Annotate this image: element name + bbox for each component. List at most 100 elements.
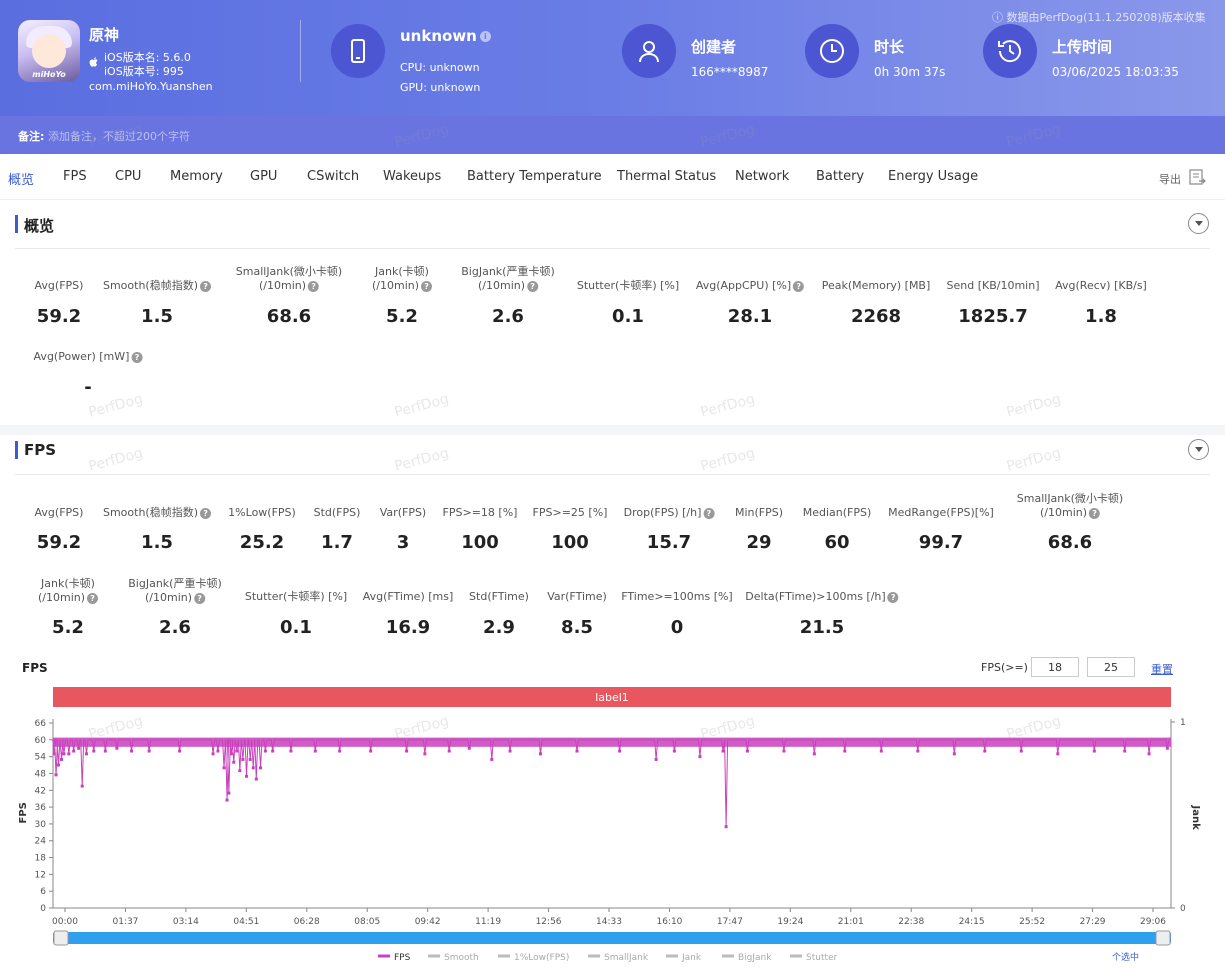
tab-wakeups[interactable]: Wakeups [383, 169, 442, 184]
overview-collapse-icon[interactable] [1188, 213, 1209, 234]
x-tick-label: 24:15 [959, 917, 985, 927]
fps-point [147, 749, 151, 753]
fps-point [843, 749, 847, 753]
fps-metric-value-10: 99.7 [918, 532, 964, 553]
fps-section-title: FPS [24, 441, 57, 459]
y-tick-label: 18 [35, 854, 47, 864]
x-tick-label: 29:06 [1140, 917, 1166, 927]
overview-metric-label-7: Peak(Memory) [MB] [821, 279, 931, 292]
slider-handle-left[interactable] [53, 930, 69, 946]
overview-metric-label-1: Smooth(稳帧指数)? [103, 279, 212, 293]
help-icon[interactable]: ? [1089, 508, 1101, 519]
y-axis-label: FPS [18, 802, 29, 823]
help-icon[interactable]: ? [793, 281, 805, 292]
info-circle-icon: ⓘ [992, 11, 1003, 24]
reset-button[interactable]: 重置 [1151, 663, 1173, 676]
export-button[interactable]: 导出 [1159, 173, 1181, 186]
fps-point [338, 749, 342, 753]
overview-metric-label-5: Stutter(卡顿率) [%] [576, 279, 680, 292]
help-icon[interactable]: ? [194, 593, 206, 604]
fps-point [672, 749, 676, 753]
fps-metric-label-0: Avg(FPS) [34, 506, 84, 519]
fps-metric-value-12: 5.2 [52, 617, 84, 638]
fps-point [225, 798, 229, 802]
help-icon[interactable]: ? [527, 281, 539, 292]
fps-metric-label-12: Jank(卡顿) (/10min)? [38, 577, 99, 605]
fps-series-band [53, 737, 1171, 747]
tab-energy-usage[interactable]: Energy Usage [888, 169, 979, 184]
info-icon[interactable]: i [479, 31, 491, 42]
fps-point [313, 749, 317, 753]
ios-version-code: iOS版本号: 995 [104, 65, 184, 78]
fps-metric-label-10: MedRange(FPS)[%] [888, 506, 994, 519]
fps-point [698, 755, 702, 759]
fps-point [289, 749, 293, 753]
tab-cswitch[interactable]: CSwitch [307, 169, 360, 184]
tab-overview[interactable]: 概览 [8, 173, 35, 188]
tab-thermal-status[interactable]: Thermal Status [617, 169, 717, 184]
tab-fps[interactable]: FPS [63, 169, 87, 184]
fps-threshold-1-input[interactable]: 18 [1031, 657, 1079, 677]
help-icon[interactable]: ? [131, 352, 143, 363]
fps-point [812, 752, 816, 756]
overview-metric-label-8: Send [KB/10min] [946, 279, 1040, 292]
fps-metric-label-9: Median(FPS) [802, 506, 872, 519]
help-icon[interactable]: ? [308, 281, 320, 292]
fps-metric-value-4: 3 [396, 532, 410, 553]
label-band[interactable] [53, 687, 1171, 707]
report-header: miHoYo 原神 iOS版本名: 5.6.0 iOS版本号: 995 com.… [0, 0, 1225, 116]
x-tick-label: 01:37 [112, 917, 138, 927]
overview-accent-bar [15, 215, 18, 233]
x-tick-label: 04:51 [233, 917, 259, 927]
fps-threshold-2-input[interactable]: 25 [1087, 657, 1135, 677]
package-name: com.miHoYo.Yuanshen [89, 80, 213, 93]
fps-point [52, 752, 56, 756]
tab-battery-temperature[interactable]: Battery Temperature [467, 169, 602, 184]
overview-metric-label-10: Avg(Power) [mW]? [34, 350, 143, 364]
fps-metric-value-13: 2.6 [159, 617, 191, 638]
tab-cpu[interactable]: CPU [115, 169, 142, 184]
x-tick-label: 22:38 [898, 917, 924, 927]
overview-title: 概览 [24, 217, 55, 235]
note-input[interactable]: 添加备注，不超过200个字符 [48, 130, 190, 143]
fps-point [211, 752, 215, 756]
fps-point [508, 749, 512, 753]
help-icon[interactable]: ? [200, 508, 212, 519]
export-icon[interactable] [1188, 168, 1206, 190]
tab-battery[interactable]: Battery [816, 169, 865, 184]
legend-item: Jank [681, 953, 702, 963]
fps-metric-label-1: Smooth(稳帧指数)? [103, 506, 212, 520]
help-icon[interactable]: ? [200, 281, 212, 292]
fps-point [67, 752, 71, 756]
x-tick-label: 17:47 [717, 917, 743, 927]
ios-version-name: iOS版本名: 5.6.0 [104, 51, 191, 64]
help-icon[interactable]: ? [421, 281, 433, 292]
tab-memory[interactable]: Memory [170, 169, 223, 184]
tab-network[interactable]: Network [735, 169, 790, 184]
fps-point [983, 749, 987, 753]
y-tick-label: 30 [35, 820, 47, 830]
fps-point [72, 749, 76, 753]
slider-handle-right[interactable] [1155, 930, 1171, 946]
fps-collapse-icon[interactable] [1188, 439, 1209, 460]
fps-metric-label-2: 1%Low(FPS) [228, 506, 296, 519]
app-icon-brand: miHoYo [32, 70, 66, 79]
duration-label: 时长 [874, 38, 905, 56]
x-tick-label: 11:19 [475, 917, 501, 927]
fps-divider [15, 474, 1210, 475]
overview-metric-value-2: 68.6 [266, 306, 312, 327]
help-icon[interactable]: ? [887, 592, 899, 603]
time-range-slider[interactable] [53, 932, 1171, 944]
tab-gpu[interactable]: GPU [250, 169, 278, 184]
fps-metric-label-4: Var(FPS) [379, 506, 427, 519]
y-tick-label: 60 [35, 736, 47, 746]
fps-point [745, 749, 749, 753]
overview-metric-value-3: 5.2 [386, 306, 418, 327]
x-tick-label: 19:24 [777, 917, 803, 927]
device-name: unknown i [400, 27, 491, 45]
help-icon[interactable]: ? [703, 508, 715, 519]
overview-metric-value-0: 59.2 [36, 306, 82, 327]
fps-metric-value-16: 2.9 [483, 617, 515, 638]
help-icon[interactable]: ? [87, 593, 99, 604]
fps-point [60, 757, 64, 761]
